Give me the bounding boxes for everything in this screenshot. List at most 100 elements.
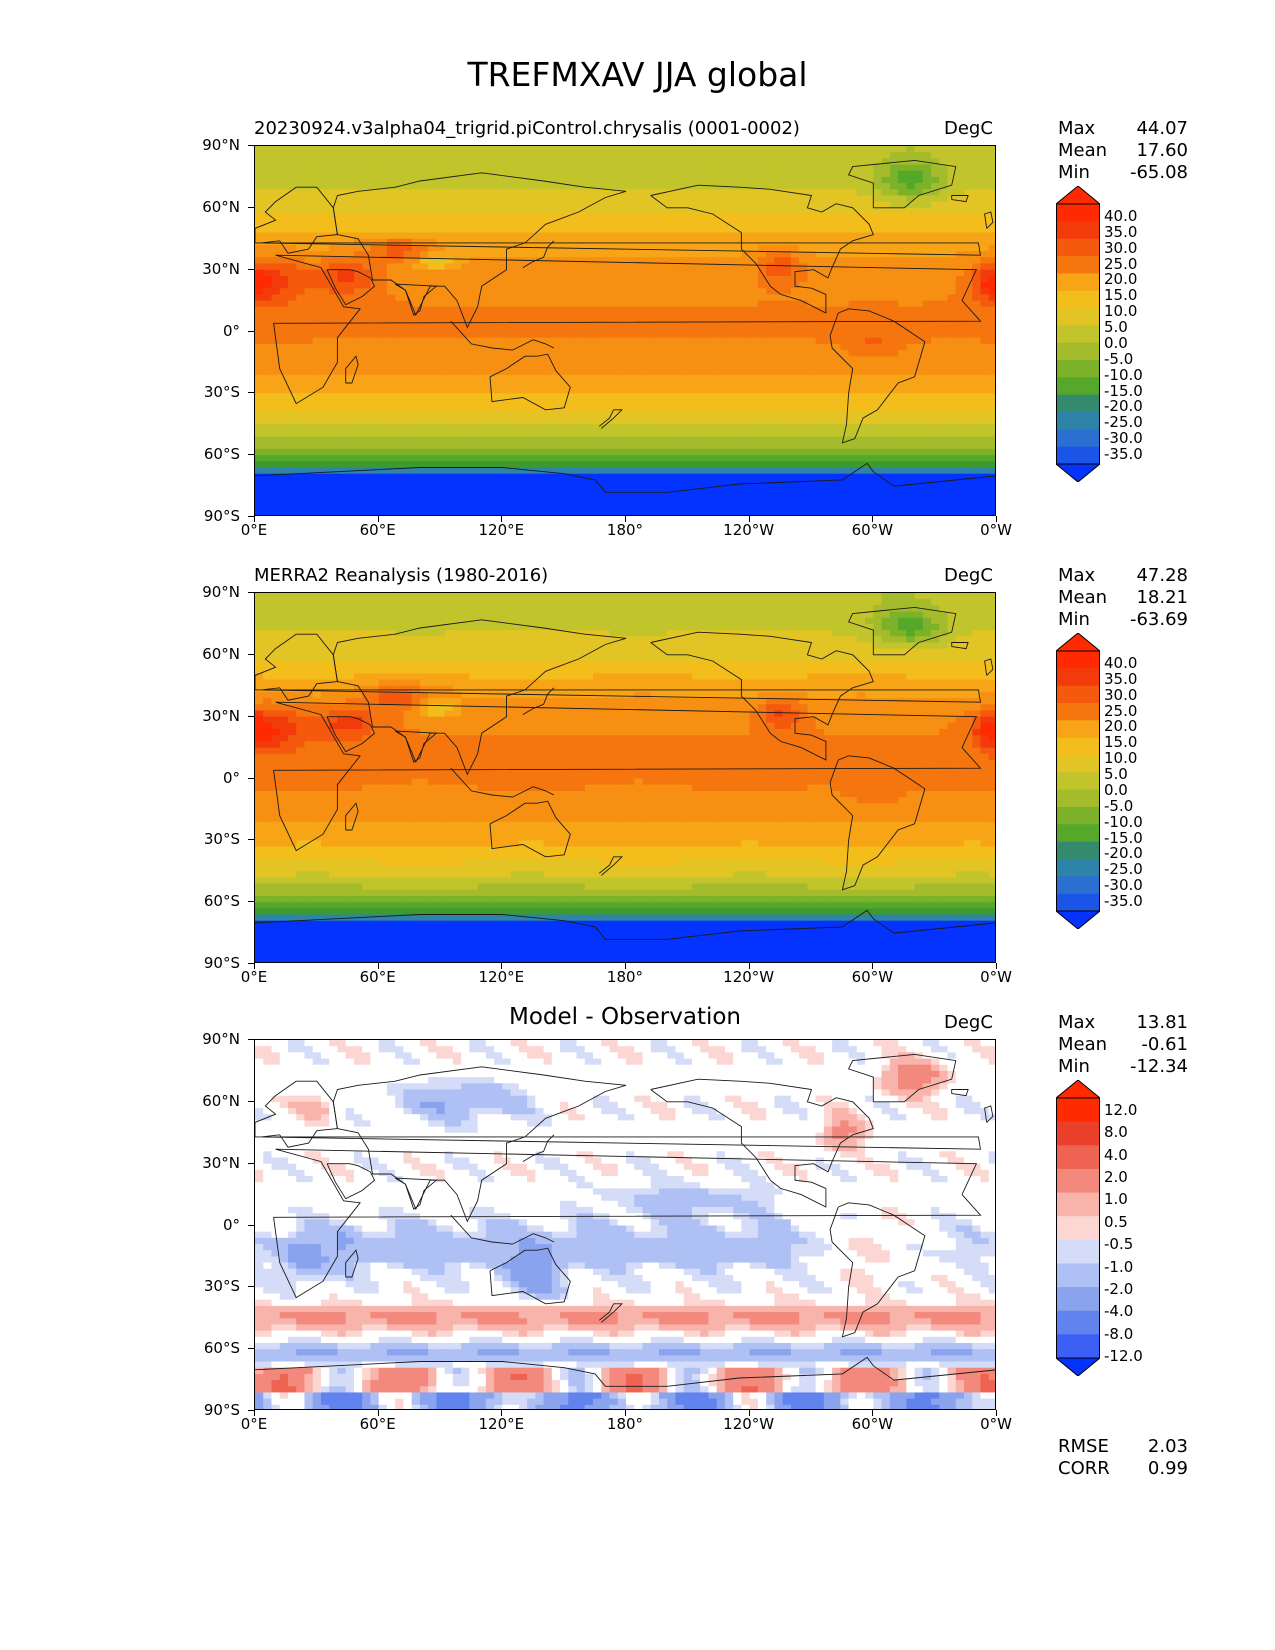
field-cell [510, 300, 520, 308]
field-cell [560, 201, 569, 209]
field-cell [494, 195, 503, 203]
field-cell [832, 183, 841, 190]
field-cell [634, 232, 644, 240]
field-cell [543, 380, 553, 388]
field-cell [931, 238, 940, 246]
field-cell [691, 232, 701, 240]
field-cell [386, 362, 396, 370]
field-cell [848, 201, 858, 209]
field-cell [485, 461, 495, 469]
field-cell [386, 405, 396, 413]
field-cell [461, 146, 470, 153]
field-cell [576, 356, 586, 364]
field-cell [395, 479, 404, 487]
field-cell [889, 473, 899, 481]
field-cell [312, 405, 322, 413]
field-cell [799, 380, 808, 388]
field-cell [502, 486, 512, 493]
field-cell [609, 152, 619, 159]
field-cell [584, 232, 594, 240]
field-cell [658, 152, 668, 159]
field-cell [444, 448, 454, 456]
field-cell [799, 207, 808, 215]
field-cell [576, 232, 586, 240]
field-cell [766, 238, 775, 246]
field-cell [263, 393, 273, 401]
field-cell [593, 251, 602, 258]
field-cell [576, 170, 586, 178]
field-cell [708, 387, 718, 394]
field-cell [494, 282, 503, 289]
field-cell [403, 220, 413, 227]
field-cell [411, 220, 421, 227]
field-cell [304, 331, 314, 339]
field-cell [576, 282, 586, 289]
field-cell [832, 312, 841, 320]
field-cell [724, 207, 734, 215]
field-cell [865, 362, 874, 370]
field-cell [741, 337, 751, 345]
field-cell [271, 486, 281, 493]
field-cell [461, 368, 470, 376]
field-cell [263, 479, 273, 487]
field-cell [568, 362, 578, 370]
field-cell [741, 257, 751, 265]
field-cell [757, 300, 767, 308]
field-cell [568, 393, 578, 401]
field-cell [873, 294, 883, 302]
field-cell [815, 337, 825, 345]
field-cell [337, 238, 347, 246]
field-cell [560, 331, 569, 339]
field-cell [428, 189, 437, 197]
field-cell [601, 374, 611, 382]
field-cell [255, 343, 264, 351]
field-cell [799, 331, 808, 339]
field-cell [255, 325, 264, 333]
field-cell [790, 387, 800, 394]
field-cell [535, 282, 545, 289]
field-cell [386, 424, 396, 432]
field-cell [865, 306, 874, 314]
field-cell [370, 170, 380, 178]
field-cell [255, 368, 264, 376]
field-cell [560, 220, 569, 227]
field-cell [527, 164, 536, 172]
field-cell [576, 201, 586, 209]
field-cell [675, 232, 685, 240]
field-cell [527, 479, 536, 487]
field-cell [658, 232, 668, 240]
field-cell [535, 244, 545, 252]
field-cell [724, 158, 734, 166]
field-cell [527, 368, 536, 376]
field-cell [733, 282, 743, 289]
field-cell [345, 263, 355, 271]
field-cell [370, 486, 380, 493]
field-cell [774, 300, 784, 308]
field-cell [931, 430, 940, 438]
field-cell [889, 350, 899, 357]
field-cell [485, 257, 495, 265]
field-cell [527, 300, 536, 308]
field-cell [675, 473, 685, 481]
field-cell [955, 374, 965, 382]
field-cell [543, 158, 553, 166]
field-cell [749, 164, 759, 172]
field-cell [510, 331, 520, 339]
field-cell [411, 269, 421, 277]
field-cell [428, 368, 437, 376]
field-cell [543, 306, 553, 314]
field-cell [683, 380, 693, 388]
field-cell [716, 424, 726, 432]
field-cell [807, 195, 817, 203]
field-cell [675, 350, 685, 357]
field-cell [370, 226, 380, 234]
field-cell [601, 486, 611, 493]
field-cell [370, 479, 380, 487]
field-cell [856, 387, 866, 394]
field-cell [271, 436, 281, 444]
field-cell [403, 467, 413, 475]
field-cell [584, 362, 594, 370]
field-cell [650, 343, 660, 351]
field-cell [535, 201, 545, 209]
field-cell [378, 405, 388, 413]
